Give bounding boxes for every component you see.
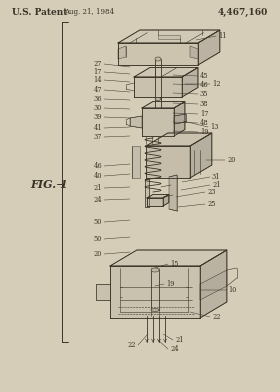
Text: 36: 36 xyxy=(94,95,102,103)
Text: 14: 14 xyxy=(93,76,102,84)
Text: 11: 11 xyxy=(218,32,227,40)
Text: 4,467,160: 4,467,160 xyxy=(218,8,268,17)
Text: 27: 27 xyxy=(94,60,102,68)
Text: 25: 25 xyxy=(207,200,216,208)
Text: 21: 21 xyxy=(175,336,183,344)
Text: 23: 23 xyxy=(207,188,216,196)
Polygon shape xyxy=(145,179,149,207)
Polygon shape xyxy=(163,194,169,206)
Text: 37: 37 xyxy=(94,133,102,141)
Polygon shape xyxy=(146,133,212,146)
Text: 46: 46 xyxy=(93,162,102,170)
Text: 39: 39 xyxy=(94,113,102,121)
Polygon shape xyxy=(147,194,169,198)
Polygon shape xyxy=(169,175,177,211)
Text: 19: 19 xyxy=(166,280,174,288)
Polygon shape xyxy=(132,146,140,178)
Polygon shape xyxy=(190,46,198,59)
Text: 17: 17 xyxy=(200,110,208,118)
Text: FIG. 1: FIG. 1 xyxy=(30,178,68,189)
Text: 21: 21 xyxy=(94,184,102,192)
Text: 24: 24 xyxy=(170,345,179,353)
Ellipse shape xyxy=(155,57,161,61)
Polygon shape xyxy=(130,116,142,128)
Text: 15: 15 xyxy=(170,260,179,268)
Polygon shape xyxy=(96,284,110,300)
Polygon shape xyxy=(110,266,200,318)
Polygon shape xyxy=(182,67,198,97)
Text: 13: 13 xyxy=(210,123,218,131)
Text: 20: 20 xyxy=(94,250,102,258)
Polygon shape xyxy=(134,77,182,97)
Text: 10: 10 xyxy=(228,286,236,294)
Polygon shape xyxy=(198,30,220,65)
Text: Aug. 21, 1984: Aug. 21, 1984 xyxy=(64,8,114,16)
Text: U.S. Patent: U.S. Patent xyxy=(12,8,67,17)
Text: 12: 12 xyxy=(212,80,221,88)
Text: 19: 19 xyxy=(200,128,209,136)
Polygon shape xyxy=(118,43,198,65)
Polygon shape xyxy=(200,250,227,318)
Text: 41: 41 xyxy=(93,124,102,132)
Polygon shape xyxy=(200,270,227,300)
Polygon shape xyxy=(174,102,185,136)
Text: 31: 31 xyxy=(212,173,221,181)
Polygon shape xyxy=(158,34,180,38)
Polygon shape xyxy=(147,198,163,206)
Text: 40: 40 xyxy=(94,172,102,180)
Polygon shape xyxy=(190,133,212,178)
Text: 22: 22 xyxy=(127,341,136,349)
Text: 30: 30 xyxy=(94,104,102,112)
Text: 48: 48 xyxy=(200,119,209,127)
Ellipse shape xyxy=(155,98,161,100)
Text: 45: 45 xyxy=(200,72,209,80)
Ellipse shape xyxy=(151,309,159,312)
Text: 50: 50 xyxy=(94,218,102,226)
Text: 20: 20 xyxy=(227,156,235,164)
Polygon shape xyxy=(118,30,220,43)
Text: 17: 17 xyxy=(94,68,102,76)
Text: 24: 24 xyxy=(93,196,102,204)
Polygon shape xyxy=(146,146,190,178)
Text: 22: 22 xyxy=(212,313,221,321)
Ellipse shape xyxy=(151,268,159,272)
Text: 46: 46 xyxy=(200,81,209,89)
Text: 38: 38 xyxy=(200,100,209,108)
Polygon shape xyxy=(174,114,186,124)
Text: 50: 50 xyxy=(94,235,102,243)
Polygon shape xyxy=(110,250,227,266)
Text: 35: 35 xyxy=(200,90,209,98)
Text: 21: 21 xyxy=(212,181,221,189)
Polygon shape xyxy=(142,102,185,108)
Polygon shape xyxy=(118,46,126,59)
Polygon shape xyxy=(134,67,198,77)
Text: 47: 47 xyxy=(94,86,102,94)
Polygon shape xyxy=(142,108,174,136)
